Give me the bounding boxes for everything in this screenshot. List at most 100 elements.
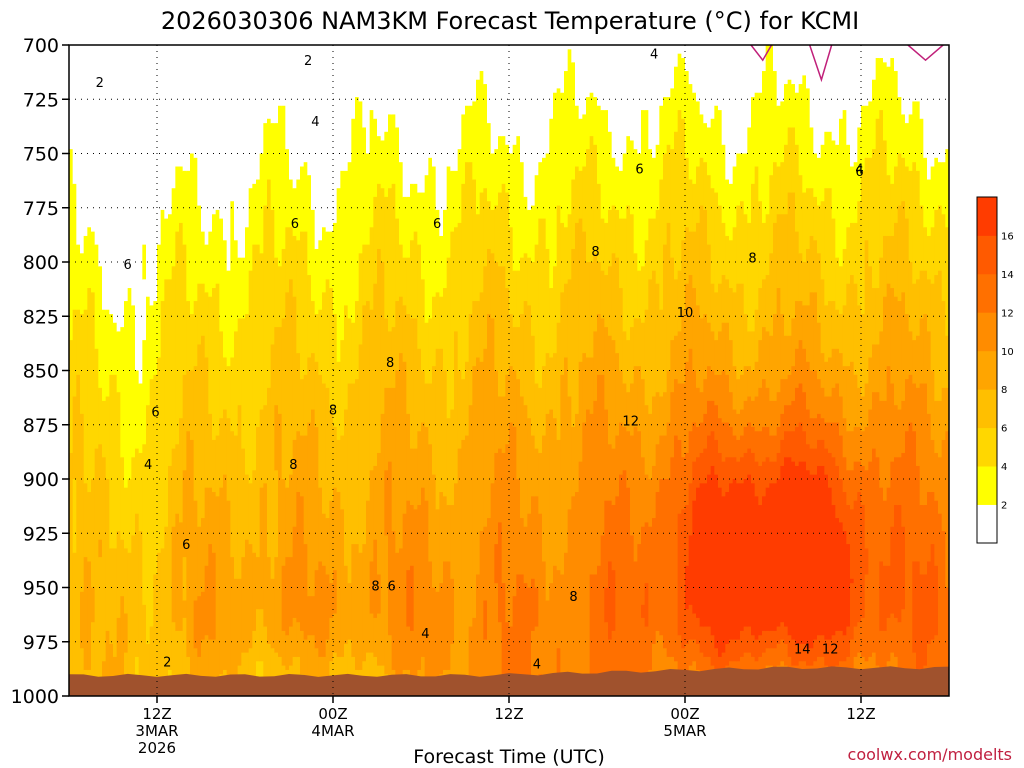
temperature-cell: [604, 622, 609, 693]
temperature-cell: [894, 296, 899, 406]
y-tick-label: 950: [23, 578, 59, 600]
contour-label: 6: [182, 538, 190, 553]
temperature-cell: [747, 45, 752, 129]
temperature-cell: [325, 387, 330, 519]
temperature-cell: [919, 318, 924, 385]
temperature-cell: [362, 45, 367, 129]
temperature-cell: [773, 162, 778, 224]
temperature-cell: [740, 435, 745, 458]
temperature-cell: [938, 400, 943, 458]
temperature-cell: [446, 166, 451, 259]
temperature-cell: [699, 318, 704, 393]
temperature-cell: [600, 45, 605, 111]
temperature-cell: [204, 635, 209, 684]
temperature-cell: [219, 218, 224, 333]
temperature-cell: [105, 630, 110, 696]
temperature-cell: [83, 235, 88, 311]
temperature-cell: [553, 92, 558, 267]
temperature-cell: [175, 166, 180, 233]
temperature-cell: [872, 288, 877, 346]
temperature-cell: [428, 157, 433, 320]
temperature-cell: [179, 630, 184, 696]
temperature-cell: [824, 305, 829, 363]
temperature-cell: [674, 379, 679, 437]
temperature-cell: [83, 309, 88, 484]
temperature-cell: [641, 457, 646, 528]
temperature-cell: [208, 413, 213, 489]
temperature-cell: [743, 452, 748, 480]
temperature-cell: [817, 379, 822, 415]
temperature-cell: [941, 162, 946, 215]
temperature-cell: [501, 396, 506, 454]
temperature-cell: [688, 275, 693, 350]
temperature-cell: [135, 45, 140, 372]
temperature-cell: [890, 58, 895, 185]
temperature-cell: [527, 257, 532, 306]
temperature-cell: [820, 201, 825, 280]
temperature-cell: [578, 218, 583, 363]
temperature-cell: [113, 322, 118, 376]
temperature-cell: [886, 45, 891, 68]
temperature-cell: [399, 548, 404, 680]
temperature-cell: [703, 314, 708, 380]
temperature-cell: [102, 400, 107, 458]
temperature-cell: [754, 166, 759, 311]
temperature-cell: [806, 409, 811, 445]
temperature-cell: [256, 609, 261, 662]
temperature-cell: [369, 45, 374, 111]
x-tick-label: 3MAR: [135, 722, 178, 740]
temperature-cell: [113, 45, 118, 324]
temperature-cell: [113, 548, 118, 658]
temperature-cell: [479, 292, 484, 363]
credit-link[interactable]: coolwx.com/modelts: [848, 745, 1012, 764]
temperature-cell: [787, 374, 792, 406]
temperature-cell: [842, 492, 847, 532]
temperature-cell: [333, 570, 338, 615]
temperature-cell: [571, 496, 576, 696]
temperature-cell: [927, 179, 932, 237]
temperature-cell: [322, 565, 327, 658]
temperature-cell: [582, 45, 587, 116]
temperature-cell: [633, 426, 638, 563]
y-tick-label: 725: [23, 89, 59, 111]
temperature-cell: [329, 231, 334, 289]
contour-label: 8: [591, 245, 599, 260]
temperature-cell: [120, 45, 125, 328]
temperature-cell: [659, 479, 664, 636]
temperature-cell: [729, 426, 734, 458]
temperature-cell: [655, 392, 660, 445]
temperature-cell: [142, 444, 147, 606]
temperature-cell: [776, 452, 781, 480]
temperature-cell: [567, 509, 572, 696]
temperature-cell: [872, 79, 877, 150]
temperature-cell: [872, 344, 877, 393]
temperature-cell: [142, 279, 147, 341]
temperature-cell: [556, 45, 561, 89]
temperature-cell: [718, 374, 723, 419]
temperature-cell: [509, 227, 514, 315]
temperature-cell: [538, 452, 543, 515]
temperature-cell: [795, 643, 800, 667]
temperature-cell: [813, 196, 818, 241]
temperature-cell: [619, 422, 624, 476]
temperature-cell: [285, 487, 290, 558]
temperature-cell: [424, 45, 429, 176]
temperature-cell: [406, 257, 411, 315]
temperature-cell: [835, 518, 840, 632]
temperature-cell: [175, 231, 180, 445]
temperature-cell: [934, 565, 939, 636]
temperature-cell: [908, 374, 913, 424]
temperature-cell: [699, 626, 704, 654]
temperature-cell: [344, 45, 349, 172]
temperature-cell: [127, 45, 132, 289]
temperature-cell: [417, 431, 422, 506]
temperature-cell: [219, 331, 224, 419]
temperature-cell: [718, 487, 723, 658]
temperature-cell: [875, 288, 880, 346]
temperature-cell: [875, 344, 880, 393]
temperature-cell: [472, 366, 477, 619]
temperature-cell: [311, 353, 316, 411]
temperature-cell: [465, 361, 470, 437]
temperature-cell: [857, 426, 862, 463]
temperature-cell: [641, 379, 646, 458]
